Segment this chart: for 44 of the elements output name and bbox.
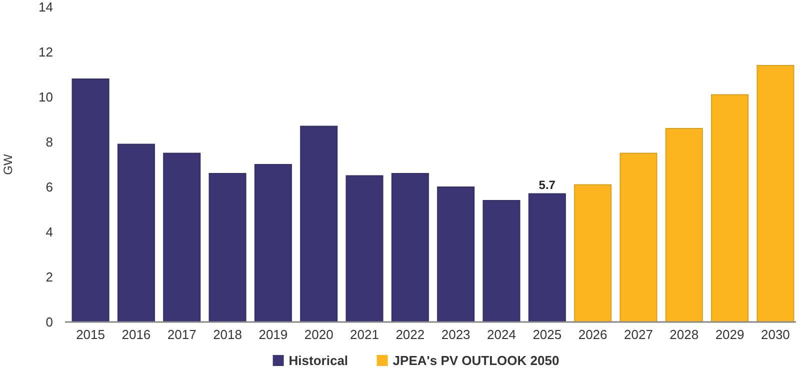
y-tick-label: 6 <box>46 180 53 195</box>
bar <box>391 173 429 322</box>
bar <box>665 128 703 322</box>
x-tick-label: 2022 <box>396 327 425 342</box>
x-tick-label: 2027 <box>624 327 653 342</box>
bar <box>482 200 520 322</box>
y-tick-label: 8 <box>46 134 53 150</box>
bar <box>300 126 338 322</box>
x-tick-label: 2029 <box>715 327 744 342</box>
x-tick-label: 2018 <box>213 327 242 342</box>
x-tick-label: 2030 <box>760 327 790 342</box>
x-tick-label: 2023 <box>441 327 470 342</box>
x-tick-label: 2028 <box>670 327 699 342</box>
bar <box>620 152 658 322</box>
y-tick-label: 0 <box>46 314 53 330</box>
y-tick-label: 12 <box>38 44 53 60</box>
x-tick-label: 2015 <box>76 327 106 342</box>
bar <box>346 175 384 322</box>
data-label: 5.7 <box>538 178 556 192</box>
y-tick-label: 4 <box>46 224 53 240</box>
x-tick-label: 2019 <box>258 327 288 342</box>
bar <box>72 78 110 322</box>
x-tick-label: 2024 <box>487 327 516 342</box>
x-tick-label: 2021 <box>350 327 379 342</box>
bar <box>208 173 246 322</box>
bar <box>711 94 749 322</box>
x-tick-label: 2020 <box>304 327 334 342</box>
bar <box>117 144 155 322</box>
y-axis-title: GW <box>1 154 15 175</box>
bar <box>254 164 292 322</box>
bar <box>437 186 475 322</box>
x-tick-label: 2025 <box>532 327 562 342</box>
bar <box>528 193 566 322</box>
y-tick-label: 14 <box>38 0 53 15</box>
x-tick-label: 2016 <box>122 327 151 342</box>
y-tick-label: 10 <box>38 90 53 105</box>
x-tick-label: 2017 <box>167 327 196 342</box>
bar <box>163 152 201 322</box>
x-tick-label: 2026 <box>578 327 608 342</box>
legend-label: Historical <box>288 353 348 368</box>
bar <box>756 65 794 322</box>
y-tick-label: 2 <box>46 270 53 285</box>
legend-label: JPEA's PV OUTLOOK 2050 <box>392 353 560 368</box>
bar <box>574 184 612 322</box>
